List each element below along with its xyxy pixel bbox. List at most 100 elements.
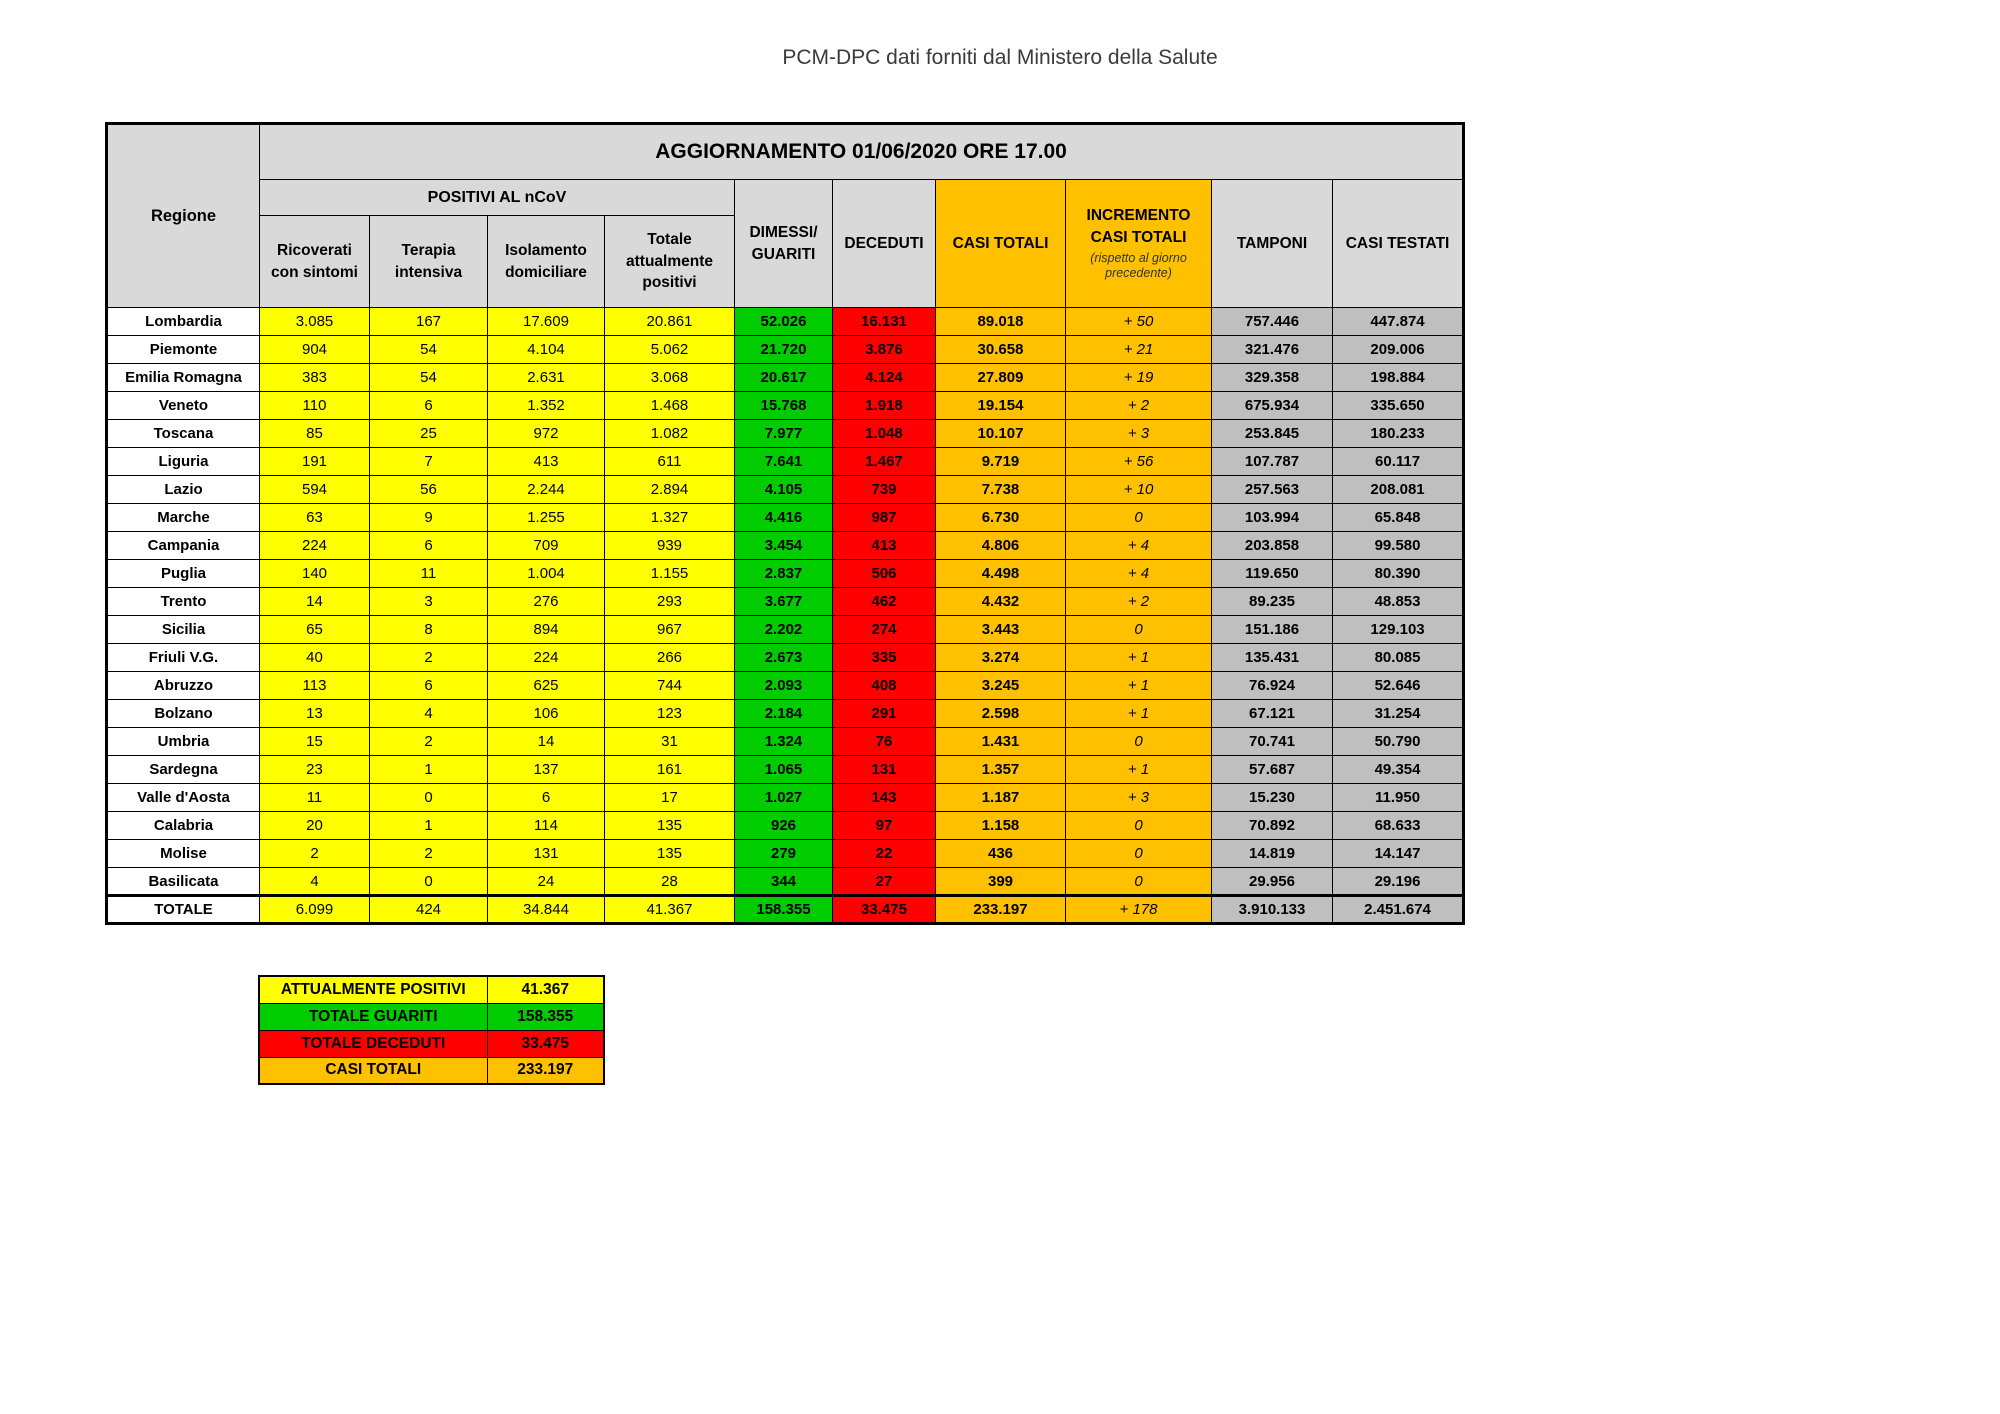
- value-cell: 335: [832, 643, 936, 672]
- value-cell: 161: [604, 755, 735, 784]
- value-cell: + 3: [1065, 783, 1212, 812]
- value-cell: 436: [935, 839, 1066, 868]
- value-cell: 29.956: [1211, 867, 1333, 896]
- value-cell: 675.934: [1211, 391, 1333, 420]
- value-cell: 137: [487, 755, 605, 784]
- region-name: Bolzano: [106, 699, 260, 728]
- summary-table: ATTUALMENTE POSITIVI 41.367 TOTALE GUARITI…: [258, 975, 605, 1085]
- value-cell: 987: [832, 503, 936, 532]
- subheader-totale-positivi: Totale attualmente positivi: [604, 215, 735, 308]
- value-cell: 70.892: [1211, 811, 1333, 840]
- value-cell: 1.468: [604, 391, 735, 420]
- value-cell: 17.609: [487, 307, 605, 336]
- value-cell: 1.255: [487, 503, 605, 532]
- value-cell: 4.806: [935, 531, 1066, 560]
- value-cell: + 4: [1065, 559, 1212, 588]
- value-cell: 208.081: [1331, 475, 1465, 504]
- region-name: Molise: [106, 839, 260, 868]
- value-cell: 1: [369, 755, 488, 784]
- region-name: Friuli V.G.: [106, 643, 260, 672]
- table-row: Lazio 594 56 2.244 2.894 4.105 739 7.738 + 10 257…: [106, 475, 1465, 504]
- region-name: Abruzzo: [106, 671, 260, 700]
- region-name: Basilicata: [106, 867, 260, 896]
- value-cell: 52.026: [734, 307, 833, 336]
- value-cell: 1.352: [487, 391, 605, 420]
- value-cell: 89.018: [935, 307, 1066, 336]
- value-cell: + 4: [1065, 531, 1212, 560]
- value-cell: 19.154: [935, 391, 1066, 420]
- value-cell: 119.650: [1211, 559, 1333, 588]
- value-cell: + 2: [1065, 391, 1212, 420]
- value-cell: 85: [259, 419, 370, 448]
- value-cell: 4.432: [935, 587, 1066, 616]
- value-cell: 3.910.133: [1211, 894, 1333, 924]
- value-cell: 739: [832, 475, 936, 504]
- value-cell: 67.121: [1211, 699, 1333, 728]
- value-cell: 274: [832, 615, 936, 644]
- table-row: Trento 14 3 276 293 3.677 462 4.432 + 2 89.235 48.…: [106, 587, 1465, 616]
- value-cell: 8: [369, 615, 488, 644]
- deceduti-header: DECEDUTI: [832, 179, 936, 308]
- value-cell: 65.848: [1331, 503, 1465, 532]
- region-name: Calabria: [106, 811, 260, 840]
- value-cell: 0: [369, 867, 488, 896]
- value-cell: 103.994: [1211, 503, 1333, 532]
- summary-value: 33.475: [486, 1029, 605, 1058]
- value-cell: 7.641: [734, 447, 833, 476]
- value-cell: + 1: [1065, 699, 1212, 728]
- table-row: Friuli V.G. 40 2 224 266 2.673 335 3.274 + 1 135.…: [106, 643, 1465, 672]
- value-cell: 180.233: [1331, 419, 1465, 448]
- value-cell: + 2: [1065, 587, 1212, 616]
- value-cell: + 19: [1065, 363, 1212, 392]
- value-cell: 13: [259, 699, 370, 728]
- value-cell: 80.390: [1331, 559, 1465, 588]
- value-cell: 329.358: [1211, 363, 1333, 392]
- value-cell: 27.809: [935, 363, 1066, 392]
- value-cell: 107.787: [1211, 447, 1333, 476]
- value-cell: 1.155: [604, 559, 735, 588]
- table-row: Sicilia 65 8 894 967 2.202 274 3.443 0 151.186 129…: [106, 615, 1465, 644]
- value-cell: 14: [487, 727, 605, 756]
- value-cell: 424: [369, 894, 488, 924]
- tamponi-header: TAMPONI: [1211, 179, 1333, 308]
- value-cell: 24: [487, 867, 605, 896]
- value-cell: 14: [259, 587, 370, 616]
- value-cell: 447.874: [1331, 307, 1465, 336]
- region-name: Trento: [106, 587, 260, 616]
- value-cell: 191: [259, 447, 370, 476]
- value-cell: 611: [604, 447, 735, 476]
- value-cell: 2.202: [734, 615, 833, 644]
- value-cell: 335.650: [1331, 391, 1465, 420]
- value-cell: 16.131: [832, 307, 936, 336]
- value-cell: 20.861: [604, 307, 735, 336]
- value-cell: 131: [487, 839, 605, 868]
- value-cell: 972: [487, 419, 605, 448]
- value-cell: 757.446: [1211, 307, 1333, 336]
- summary-row: ATTUALMENTE POSITIVI 41.367: [258, 975, 605, 1004]
- value-cell: 11.950: [1331, 783, 1465, 812]
- region-name: Marche: [106, 503, 260, 532]
- value-cell: 106: [487, 699, 605, 728]
- value-cell: 6: [369, 391, 488, 420]
- value-cell: 625: [487, 671, 605, 700]
- value-cell: + 1: [1065, 643, 1212, 672]
- summary-value: 158.355: [486, 1002, 605, 1031]
- value-cell: 506: [832, 559, 936, 588]
- value-cell: 253.845: [1211, 419, 1333, 448]
- value-cell: 3: [369, 587, 488, 616]
- value-cell: + 50: [1065, 307, 1212, 336]
- region-name: Sardegna: [106, 755, 260, 784]
- region-name: Emilia Romagna: [106, 363, 260, 392]
- value-cell: 2.184: [734, 699, 833, 728]
- table-row: Basilicata 4 0 24 28 344 27 399 0 29.956 29.196: [106, 867, 1465, 896]
- value-cell: 3.085: [259, 307, 370, 336]
- value-cell: 28: [604, 867, 735, 896]
- value-cell: 344: [734, 867, 833, 896]
- summary-label: CASI TOTALI: [258, 1056, 488, 1085]
- value-cell: 97: [832, 811, 936, 840]
- value-cell: 1.048: [832, 419, 936, 448]
- value-cell: 4.104: [487, 335, 605, 364]
- value-cell: 25: [369, 419, 488, 448]
- covid-table-body: Lombardia 3.085 167 17.609 20.861 52.026 16.13…: [106, 307, 1465, 924]
- value-cell: 4.105: [734, 475, 833, 504]
